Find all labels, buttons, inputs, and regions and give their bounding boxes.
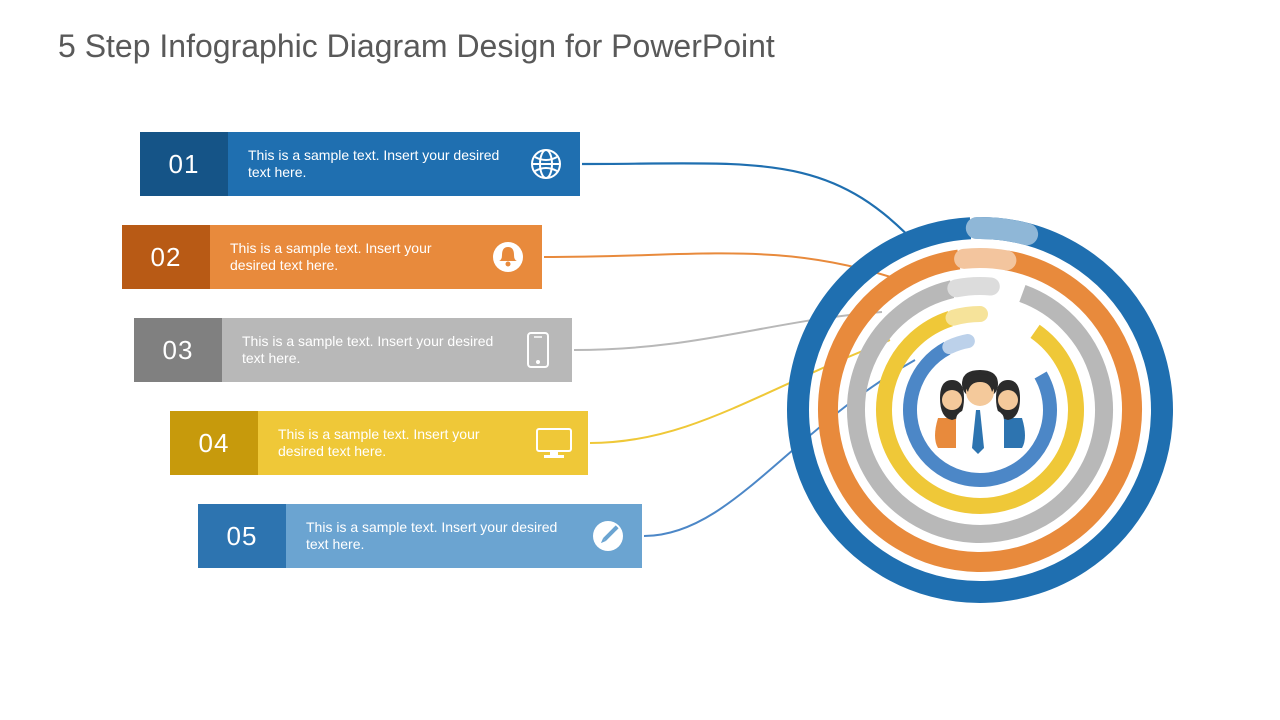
phone-icon	[518, 331, 558, 369]
page-title: 5 Step Infographic Diagram Design for Po…	[58, 28, 775, 65]
step-05: 05 This is a sample text. Insert your de…	[198, 504, 642, 568]
step-text: This is a sample text. Insert your desir…	[242, 333, 518, 368]
step-01: 01 This is a sample text. Insert your de…	[140, 132, 580, 196]
step-text: This is a sample text. Insert your desir…	[306, 519, 588, 554]
step-body: This is a sample text. Insert your desir…	[258, 411, 588, 475]
step-text: This is a sample text. Insert your desir…	[230, 240, 488, 275]
step-body: This is a sample text. Insert your desir…	[228, 132, 580, 196]
step-body: This is a sample text. Insert your desir…	[286, 504, 642, 568]
pencil-icon	[588, 519, 628, 553]
step-number: 03	[134, 318, 222, 382]
step-number: 04	[170, 411, 258, 475]
step-03: 03 This is a sample text. Insert your de…	[134, 318, 572, 382]
step-list: 01 This is a sample text. Insert your de…	[122, 132, 642, 597]
bell-icon	[488, 240, 528, 274]
step-body: This is a sample text. Insert your desir…	[210, 225, 542, 289]
step-text: This is a sample text. Insert your desir…	[278, 426, 534, 461]
globe-icon	[526, 147, 566, 181]
step-number: 05	[198, 504, 286, 568]
step-number: 01	[140, 132, 228, 196]
people-icon	[920, 370, 1040, 460]
step-text: This is a sample text. Insert your desir…	[248, 147, 526, 182]
step-02: 02 This is a sample text. Insert your de…	[122, 225, 542, 289]
step-04: 04 This is a sample text. Insert your de…	[170, 411, 588, 475]
monitor-icon	[534, 426, 574, 460]
step-body: This is a sample text. Insert your desir…	[222, 318, 572, 382]
step-number: 02	[122, 225, 210, 289]
